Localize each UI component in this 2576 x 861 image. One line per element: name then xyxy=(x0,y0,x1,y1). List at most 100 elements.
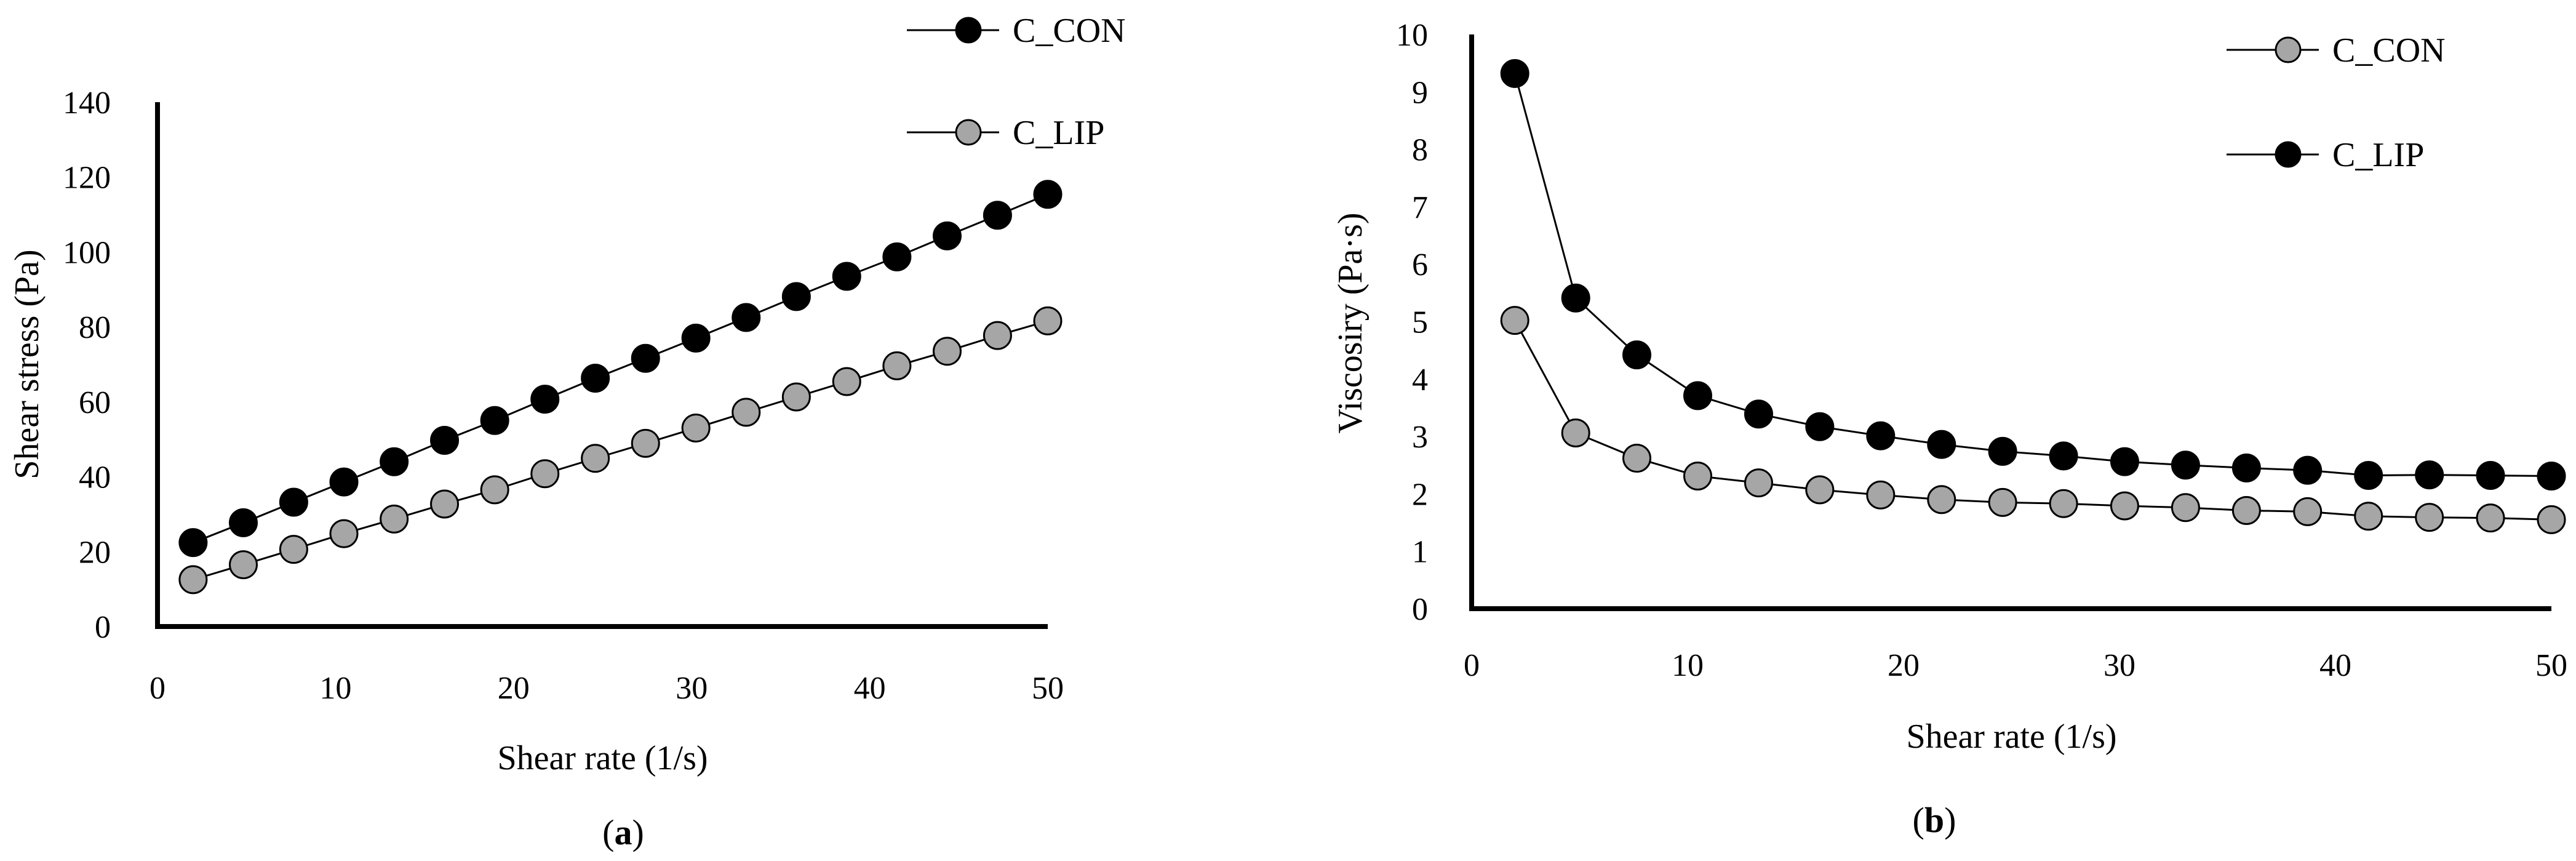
data-point xyxy=(178,528,208,558)
data-point xyxy=(2231,495,2261,525)
legend-label: C_CON xyxy=(2332,31,2446,70)
data-point xyxy=(1683,461,1712,491)
y-tick-label: 5 xyxy=(1412,305,1428,340)
data-point xyxy=(2415,503,2444,532)
data-point xyxy=(983,321,1012,350)
data-point xyxy=(2110,491,2139,521)
series-line xyxy=(1513,319,2552,521)
x-tick-label: 10 xyxy=(319,671,351,706)
data-point xyxy=(178,565,208,595)
legend-marker xyxy=(955,17,982,44)
legend-item: C_LIP xyxy=(2227,136,2424,174)
data-point xyxy=(1622,340,1652,370)
y-tick-label: 20 xyxy=(79,535,111,570)
series-line xyxy=(193,193,1048,544)
data-point xyxy=(380,447,409,476)
data-point xyxy=(932,221,962,250)
data-point xyxy=(480,475,509,505)
legend-marker xyxy=(955,119,982,146)
data-point xyxy=(2537,505,2566,534)
x-tick-label: 10 xyxy=(1672,648,1704,683)
data-point xyxy=(1927,485,1956,515)
data-point xyxy=(1561,283,1590,313)
data-point xyxy=(781,382,811,412)
legend-item: C_CON xyxy=(907,12,1126,50)
data-point xyxy=(380,504,409,534)
chart-viscosity: 0 1 2 3 4 5 6 7 8 9 10 0 10 20 30 40 50 Shear rate (1/s) V… xyxy=(1331,18,2567,840)
data-point xyxy=(832,367,861,396)
legend-item: C_LIP xyxy=(907,114,1104,152)
data-point xyxy=(882,351,912,380)
series-c-lip xyxy=(1500,58,2566,491)
data-point xyxy=(681,413,711,443)
data-point xyxy=(279,535,308,564)
series-c-con xyxy=(1500,306,2566,534)
data-point xyxy=(1988,436,2017,466)
caption-letter: a xyxy=(615,812,632,852)
data-point xyxy=(1805,475,1835,505)
legend-item: C_CON xyxy=(2227,31,2446,70)
data-point xyxy=(480,406,509,435)
data-point xyxy=(2293,497,2323,526)
data-point xyxy=(781,282,811,311)
data-point xyxy=(932,337,962,366)
data-point xyxy=(1033,180,1063,209)
data-point xyxy=(983,201,1012,230)
data-point xyxy=(1866,480,1896,510)
series-c-con xyxy=(178,180,1063,558)
y-tick-label: 0 xyxy=(95,610,111,645)
x-tick-label: 50 xyxy=(1032,671,1064,706)
data-point xyxy=(2354,461,2383,491)
data-point xyxy=(581,364,610,393)
data-point xyxy=(1866,421,1896,451)
data-point xyxy=(329,519,359,548)
data-point xyxy=(2049,441,2078,471)
y-tick-label: 9 xyxy=(1412,75,1428,110)
y-tick-label: 10 xyxy=(1396,18,1428,53)
data-point xyxy=(2110,447,2139,476)
legend-label: C_LIP xyxy=(2332,136,2424,174)
data-point xyxy=(882,242,912,271)
data-point xyxy=(732,398,761,427)
y-tick-label: 140 xyxy=(63,86,111,121)
legend-marker xyxy=(2275,141,2302,168)
x-axis-title: Shear rate (1/s) xyxy=(1906,718,2116,756)
y-axis-title: Viscosiry (Pa·s) xyxy=(1331,212,1370,433)
data-point xyxy=(1500,58,1529,88)
y-tick-label: 120 xyxy=(63,161,111,196)
data-point xyxy=(1033,306,1063,335)
caption-open-paren: ( xyxy=(602,812,614,852)
data-point xyxy=(279,487,308,517)
data-point xyxy=(2231,453,2261,483)
y-tick-label: 7 xyxy=(1412,190,1428,225)
caption-open-paren: ( xyxy=(1913,800,1924,840)
series-c-lip xyxy=(178,306,1063,595)
data-point xyxy=(1683,381,1712,410)
y-tick-label: 8 xyxy=(1412,133,1428,168)
data-point xyxy=(2476,461,2505,491)
y-tick-label: 6 xyxy=(1412,247,1428,282)
y-tick-label: 3 xyxy=(1412,420,1428,455)
caption-close-paren: ) xyxy=(632,812,644,852)
data-point xyxy=(1988,487,2017,517)
x-tick-label: 30 xyxy=(676,671,708,706)
panel-caption: (a) xyxy=(602,812,644,852)
data-point xyxy=(631,343,660,373)
y-tick-label: 0 xyxy=(1412,592,1428,627)
data-point xyxy=(530,385,560,414)
data-point xyxy=(2049,489,2078,518)
y-axis-title: Shear stress (Pa) xyxy=(8,249,46,479)
data-point xyxy=(1500,306,1529,335)
data-point xyxy=(2171,493,2200,523)
x-tick-label: 0 xyxy=(1464,648,1480,683)
data-point xyxy=(530,459,560,489)
x-tick-label: 30 xyxy=(2103,648,2135,683)
data-point xyxy=(1805,412,1835,441)
chart-shear-stress: 0 20 40 60 80 100 120 140 0 10 20 30 40 50 Shear rate … xyxy=(8,12,1126,852)
x-tick-label: 20 xyxy=(1888,648,1920,683)
x-tick-label: 0 xyxy=(150,671,165,706)
y-tick-label: 40 xyxy=(79,460,111,495)
legend-marker xyxy=(2275,36,2302,63)
data-point xyxy=(1744,468,1773,498)
x-tick-label: 40 xyxy=(854,671,886,706)
